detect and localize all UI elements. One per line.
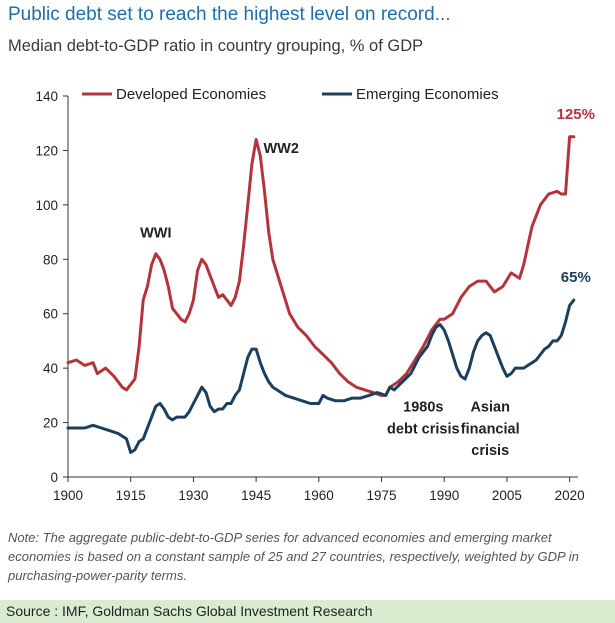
legend-label-developed: Developed Economies xyxy=(116,86,266,103)
series-line-emerging xyxy=(66,298,576,454)
annotation-label: WW2 xyxy=(263,141,298,157)
footnote: Note: The aggregate public-debt-to-GDP s… xyxy=(8,530,579,583)
annotation-label: WWI xyxy=(140,226,171,242)
y-tick-label: 0 xyxy=(50,470,58,485)
x-tick-label: 1930 xyxy=(178,488,208,503)
y-tick-label: 100 xyxy=(35,198,58,213)
annotation-label: crisis xyxy=(471,443,509,459)
end-label-emerging: 65% xyxy=(561,269,591,286)
debt-line-chart: 0 20 40 60 80 100 120 140 1900 1915 1930 1945 1960 19… xyxy=(35,86,595,503)
axes: 0 20 40 60 80 100 120 140 1900 1915 1930 1945 1960 19… xyxy=(35,89,584,503)
series-line-developed xyxy=(66,135,576,397)
annotations: WWI WW2 1980s debt crisis Asian financial cris… xyxy=(140,141,520,459)
annotation-label: 1980s xyxy=(403,400,443,416)
series-lines: 125% 65% xyxy=(66,106,595,454)
chart-title: Public debt set to reach the highest lev… xyxy=(8,4,451,25)
y-tick-label: 120 xyxy=(35,143,58,158)
y-tick-label: 80 xyxy=(43,252,58,267)
legend-label-emerging: Emerging Economies xyxy=(356,86,499,103)
x-tick-label: 1960 xyxy=(304,488,334,503)
chart-subtitle: Median debt-to-GDP ratio in country grou… xyxy=(8,37,424,55)
x-tick-label: 1915 xyxy=(116,488,146,503)
x-tick-label: 1975 xyxy=(367,488,397,503)
y-tick-label: 140 xyxy=(35,89,58,104)
x-tick-label: 2005 xyxy=(492,488,522,503)
annotation-label: Asian xyxy=(470,400,510,416)
x-tick-label: 2020 xyxy=(555,488,585,503)
y-tick-label: 40 xyxy=(43,361,58,376)
end-label-developed: 125% xyxy=(557,106,595,123)
x-tick-label: 1945 xyxy=(241,488,271,503)
annotation-label: financial xyxy=(461,421,520,437)
annotation-label: debt crisis xyxy=(387,421,460,437)
source-bar: Source : IMF, Goldman Sachs Global Inves… xyxy=(0,600,615,623)
x-tick-label: 1900 xyxy=(53,488,83,503)
legend: Developed Economies Emerging Economies xyxy=(82,86,499,103)
y-tick-label: 60 xyxy=(43,307,58,322)
y-tick-label: 20 xyxy=(43,416,58,431)
x-tick-label: 1990 xyxy=(429,488,459,503)
